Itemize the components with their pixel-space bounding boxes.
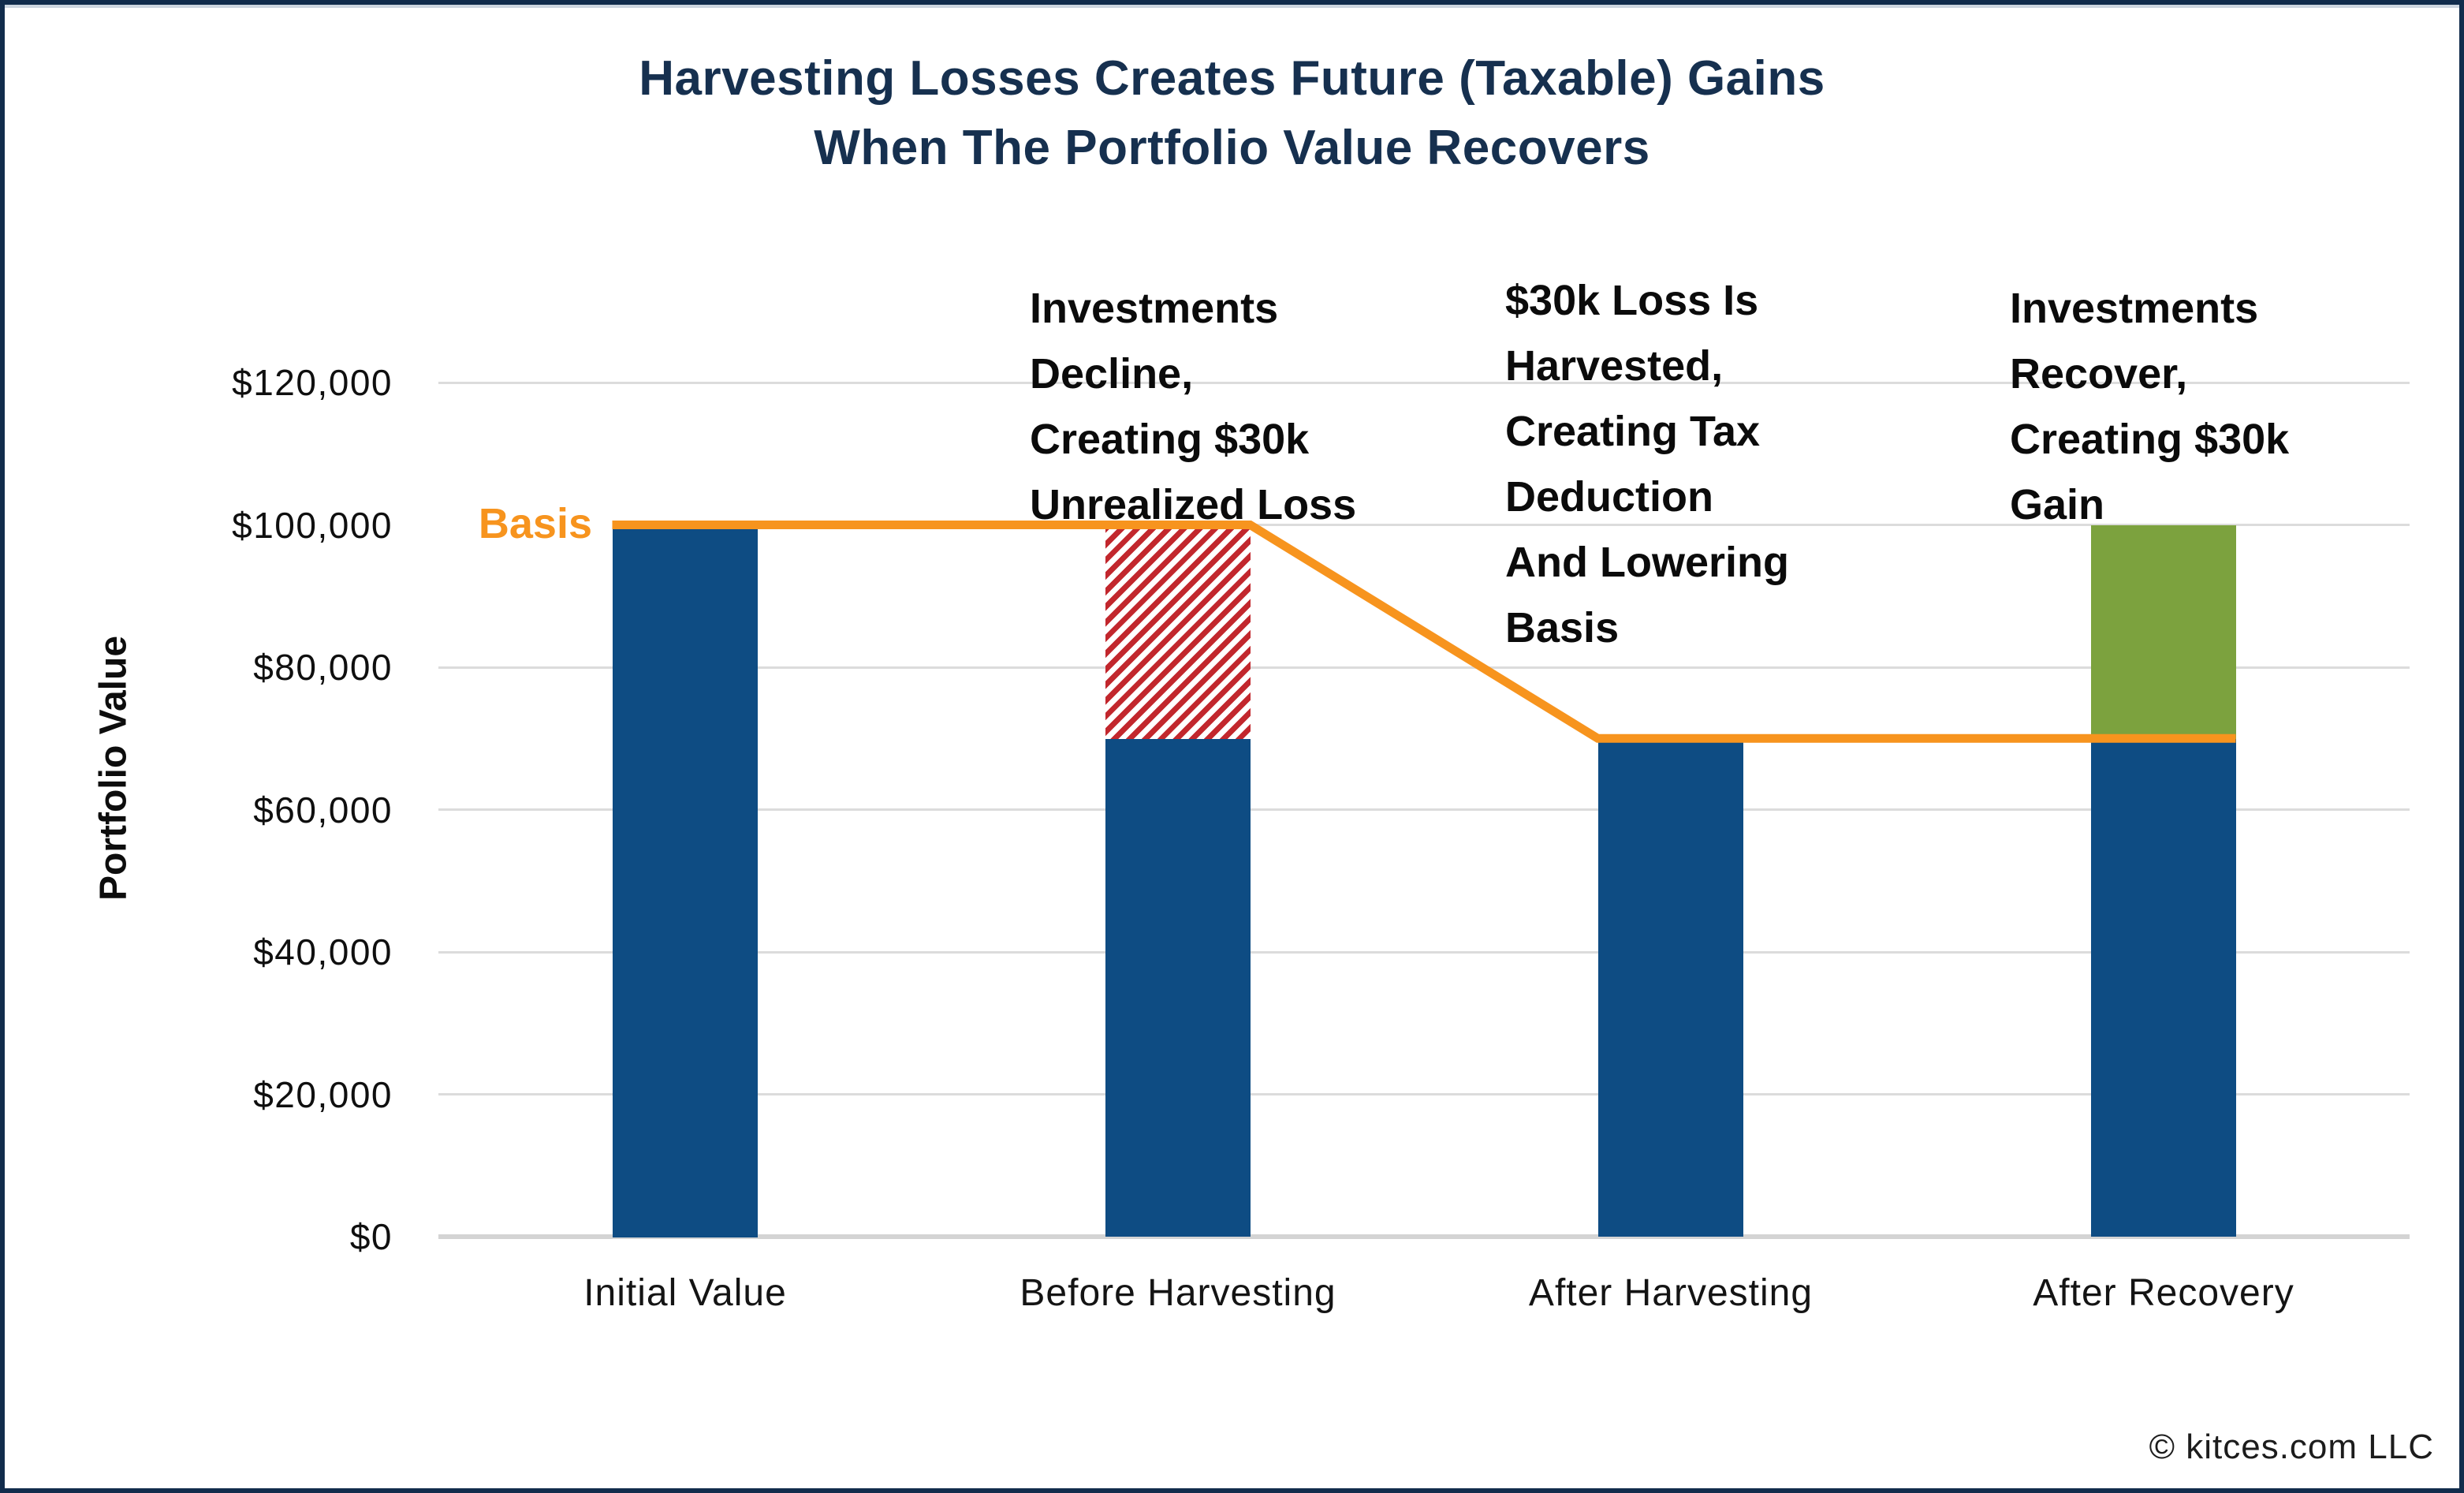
bar-blue-segment: [613, 525, 758, 1237]
x-category-label: Initial Value: [583, 1272, 787, 1314]
copyright-text: © kitces.com LLC: [2149, 1428, 2434, 1466]
y-tick-label: $20,000: [253, 1074, 393, 1115]
gridline: [438, 808, 2410, 811]
gridline: [438, 1093, 2410, 1095]
gridline: [438, 382, 2410, 384]
x-category-label: After Recovery: [2033, 1272, 2294, 1314]
bar-hatch-loss-segment: [1105, 525, 1251, 739]
annotation-recover: Investments Recover, Creating $30k Gain: [2010, 285, 2290, 528]
annotation-harvested: $30k Loss Is Harvested, Creating Tax Ded…: [1505, 277, 1789, 651]
chart-title: Harvesting Losses Creates Future (Taxabl…: [5, 44, 2459, 183]
y-tick-label: $60,000: [253, 789, 393, 830]
bar-blue-segment: [1105, 738, 1251, 1237]
x-category-label: After Harvesting: [1528, 1272, 1814, 1314]
chart-title-line2: When The Portfolio Value Recovers: [814, 121, 1650, 175]
y-tick-label: $120,000: [232, 362, 393, 403]
bar-blue-segment: [1598, 738, 1743, 1237]
y-tick-label: $100,000: [232, 505, 393, 546]
y-tick-label: $80,000: [253, 647, 393, 688]
y-tick-label: $40,000: [253, 931, 393, 972]
basis-label: Basis: [478, 500, 592, 547]
gridline: [438, 951, 2410, 954]
x-category-label: Before Harvesting: [1020, 1272, 1336, 1314]
plot-area: $120,000 $100,000 $80,000 $60,000 $40,000 $20…: [5, 5, 2459, 1488]
gridline: [438, 1234, 2410, 1239]
y-tick-label: $0: [349, 1216, 393, 1257]
annotation-decline: Investments Decline, Creating $30k Unrea…: [1030, 285, 1357, 528]
chart-title-line1: Harvesting Losses Creates Future (Taxabl…: [639, 51, 1825, 106]
bar-green-gain-segment: [2091, 525, 2236, 739]
bar-blue-segment: [2091, 738, 2236, 1237]
